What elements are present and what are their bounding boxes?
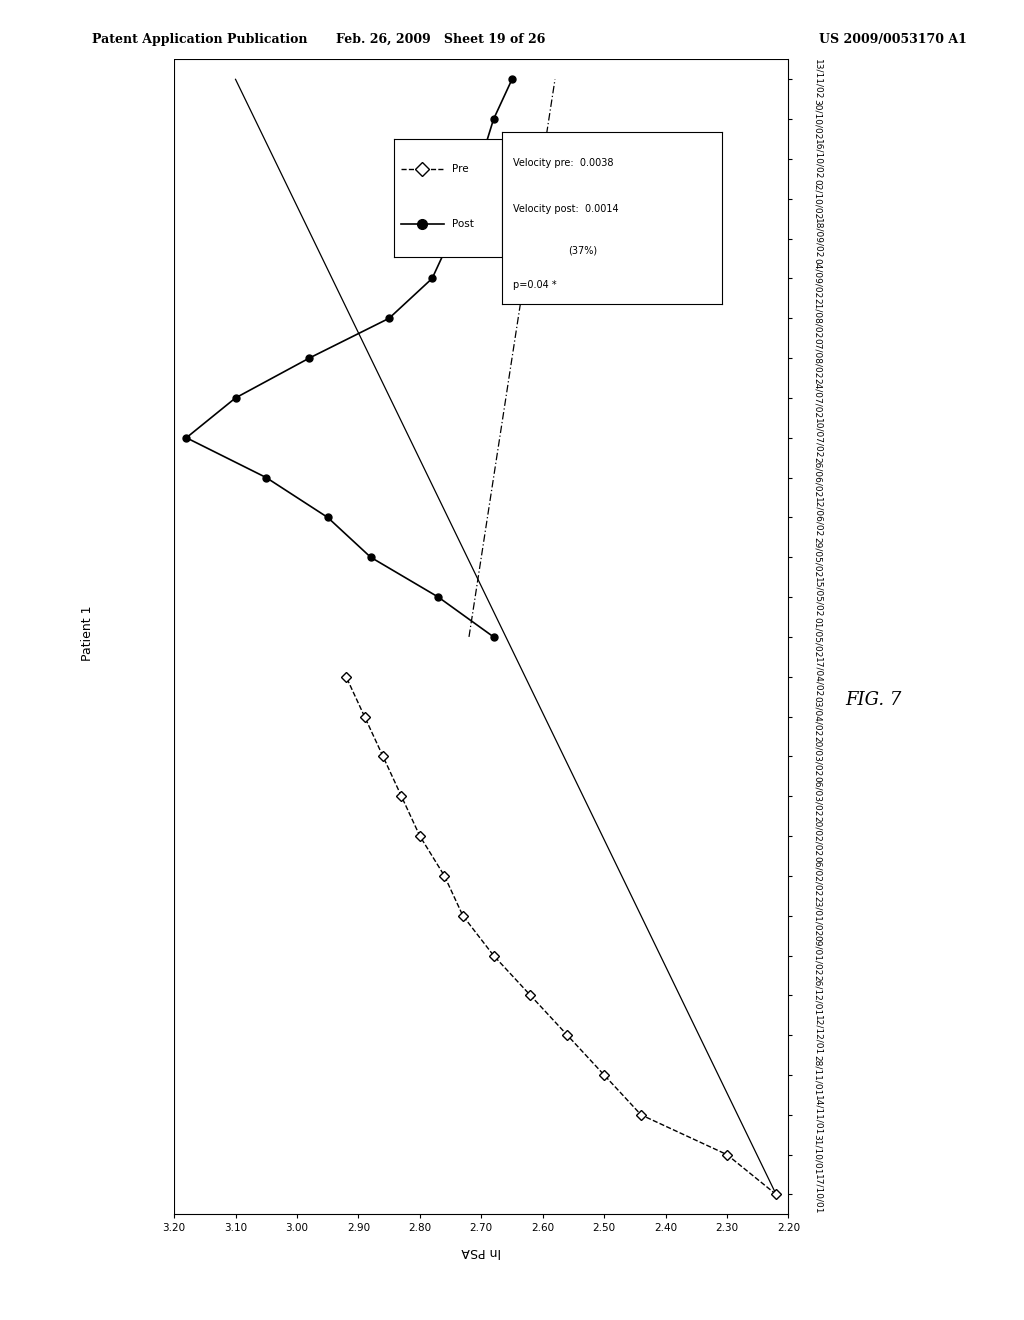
Text: Velocity pre:  0.0038: Velocity pre: 0.0038 (513, 158, 613, 168)
Text: Patient 1: Patient 1 (81, 606, 93, 661)
Text: FIG. 7: FIG. 7 (845, 690, 901, 709)
Text: (37%): (37%) (567, 246, 597, 255)
Text: US 2009/0053170 A1: US 2009/0053170 A1 (819, 33, 967, 46)
Text: Feb. 26, 2009   Sheet 19 of 26: Feb. 26, 2009 Sheet 19 of 26 (336, 33, 545, 46)
Text: Velocity post:  0.0014: Velocity post: 0.0014 (513, 205, 618, 214)
Text: Post: Post (453, 219, 474, 230)
Text: p=0.04 *: p=0.04 * (513, 280, 556, 289)
Text: Patent Application Publication: Patent Application Publication (92, 33, 307, 46)
Text: Pre: Pre (453, 165, 469, 174)
X-axis label: ln PSA: ln PSA (462, 1245, 501, 1258)
